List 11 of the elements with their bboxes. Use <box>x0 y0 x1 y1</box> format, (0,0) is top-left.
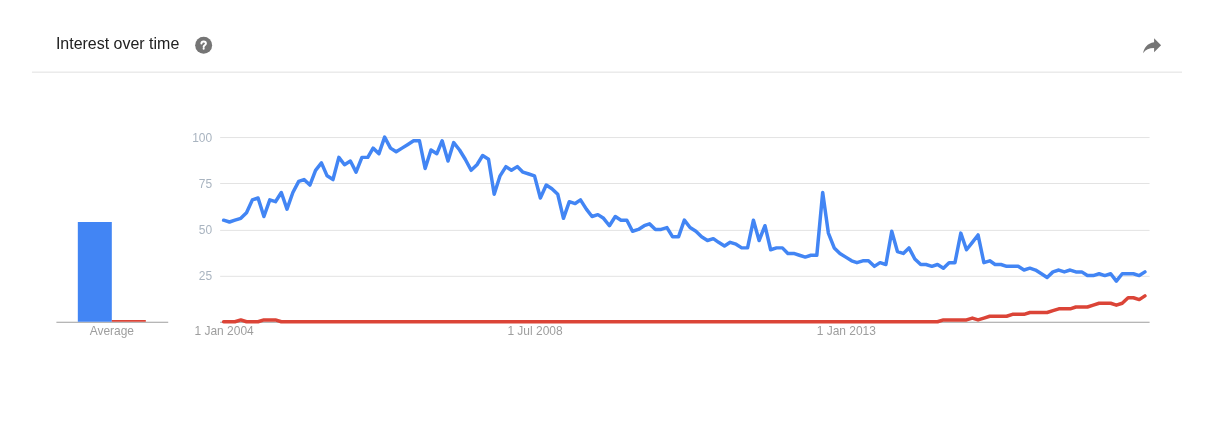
line-series <box>221 294 1147 324</box>
y-tick-label: 100 <box>192 130 213 145</box>
y-tick-label: 25 <box>198 269 213 284</box>
y-tick-label: 75 <box>198 176 213 191</box>
x-tick-label: 1 Jan 2013 <box>816 324 877 339</box>
x-tick-label: 1 Jul 2008 <box>507 324 563 339</box>
x-tick-label: Average <box>89 324 135 339</box>
chart-title: Interest over time <box>55 35 180 53</box>
y-tick-label: 50 <box>198 222 213 237</box>
line-series <box>221 135 1147 283</box>
x-tick-label: 1 Jan 2004 <box>194 324 255 339</box>
